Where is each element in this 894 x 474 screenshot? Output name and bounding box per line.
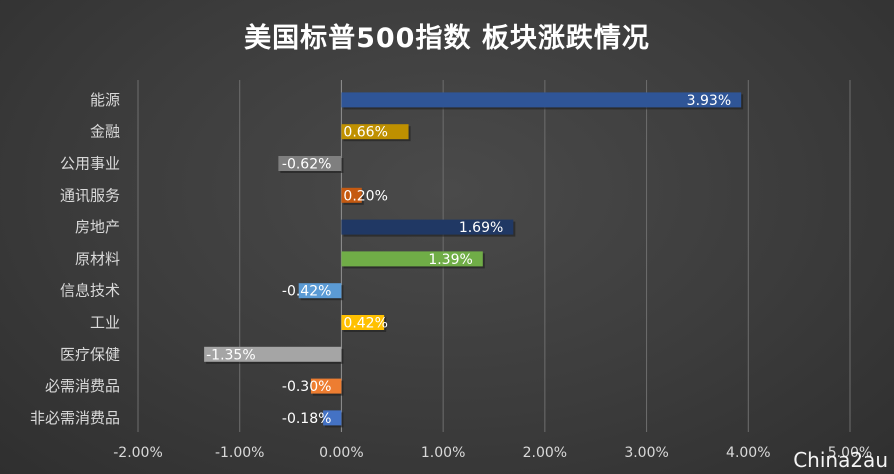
watermark: China2au <box>793 448 888 472</box>
category-label: 必需消费品 <box>45 377 120 395</box>
bar <box>204 346 342 362</box>
x-tick-label: 2.00% <box>523 445 567 461</box>
gridlines <box>137 80 851 432</box>
x-tick-label: 5.00% <box>828 445 872 461</box>
category-label: 非必需消费品 <box>30 409 120 427</box>
category-label: 公用事业 <box>60 155 120 173</box>
category-label: 通讯服务 <box>60 186 120 204</box>
bar <box>323 410 342 426</box>
data-label: -0.62% <box>282 157 332 173</box>
category-label: 房地产 <box>75 218 120 236</box>
category-label: 工业 <box>90 314 120 332</box>
category-label: 金融 <box>90 123 120 141</box>
bar <box>298 283 342 299</box>
x-tick-label: 1.00% <box>421 445 465 461</box>
data-label: 0.66% <box>343 125 387 141</box>
bar <box>341 92 742 108</box>
data-label: 0.20% <box>343 188 387 204</box>
data-label: -0.30% <box>282 379 332 395</box>
category-label: 原材料 <box>75 250 120 268</box>
x-tick-label: 3.00% <box>624 445 668 461</box>
bar <box>341 315 385 330</box>
bar <box>310 378 342 394</box>
data-label: -0.18% <box>282 411 332 427</box>
x-tick-labels: -2.00% -1.00% 0.00% 1.00% 2.00% 3.00% 4.00% 5.0… <box>113 445 872 461</box>
data-label: -0.42% <box>282 284 332 300</box>
x-tick-label: 4.00% <box>726 445 770 461</box>
category-label: 医疗保健 <box>60 345 120 363</box>
category-label: 信息技术 <box>60 282 120 300</box>
data-label: 0.42% <box>343 316 387 332</box>
data-label: -1.35% <box>206 347 256 363</box>
chart-title: 美国标普500指数 板块涨跌情况 <box>244 23 650 54</box>
bar <box>341 251 483 267</box>
x-tick-label: -1.00% <box>215 445 265 461</box>
bar <box>278 156 342 171</box>
bar <box>341 124 409 140</box>
category-label: 能源 <box>90 91 120 109</box>
bars <box>204 92 744 428</box>
x-tick-label: 0.00% <box>319 445 363 461</box>
x-tick-label: -2.00% <box>113 445 163 461</box>
bar <box>341 219 514 235</box>
data-labels: 3.93% 0.66% -0.62% 0.20% 1.69% 1.39% -0.42% 0.4… <box>206 93 731 427</box>
data-label: 1.69% <box>459 220 503 236</box>
data-label: 3.93% <box>687 93 731 109</box>
data-label: 1.39% <box>428 252 472 268</box>
bar <box>341 187 362 203</box>
